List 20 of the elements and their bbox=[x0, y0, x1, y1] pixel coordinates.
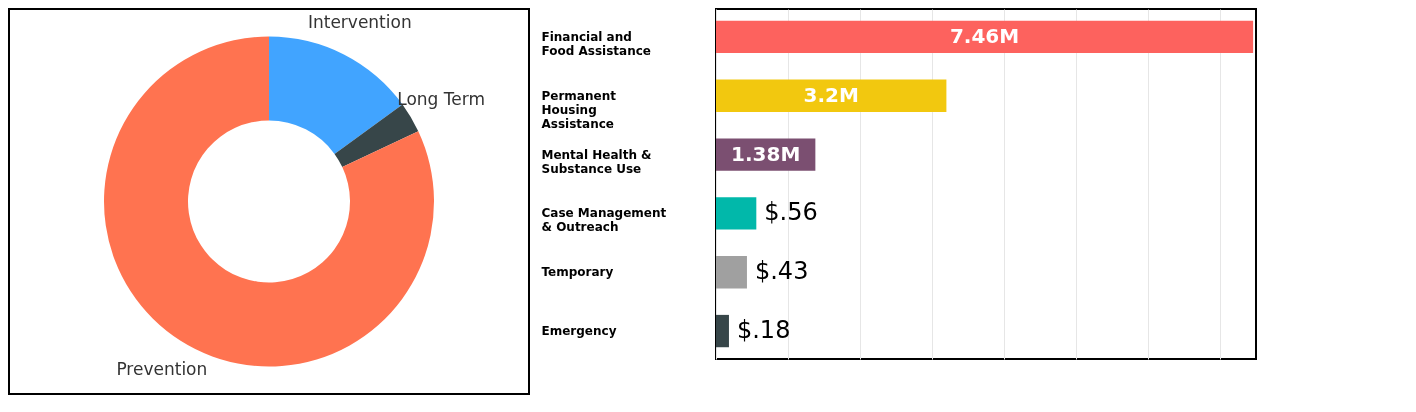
data-label: $.18 bbox=[736, 316, 791, 345]
bar bbox=[716, 256, 747, 289]
slice-label: Intervention bbox=[307, 12, 412, 33]
bar bbox=[716, 314, 729, 348]
bar bbox=[716, 197, 757, 230]
y-tick-label: Financial and Food Assistance bbox=[541, 29, 651, 58]
y-tick-label: Permanent Housing Assistance bbox=[541, 88, 617, 131]
data-label: 1.38M bbox=[731, 141, 801, 166]
bar bbox=[716, 20, 1254, 54]
bar bbox=[716, 79, 947, 112]
y-tick-label: Emergency bbox=[541, 324, 617, 339]
slice-label: Long Term bbox=[397, 88, 486, 109]
y-tick-label: Mental Health & Substance Use bbox=[541, 147, 652, 176]
y-tick-label: Case Management & Outreach bbox=[541, 206, 667, 235]
data-label: $.56 bbox=[764, 198, 818, 227]
slice-label: Prevention bbox=[116, 359, 208, 380]
data-label: 3.2M bbox=[803, 82, 859, 107]
data-label: 7.46M bbox=[949, 23, 1020, 48]
data-label: $.43 bbox=[754, 257, 809, 286]
y-tick-label: Temporary bbox=[541, 265, 614, 280]
